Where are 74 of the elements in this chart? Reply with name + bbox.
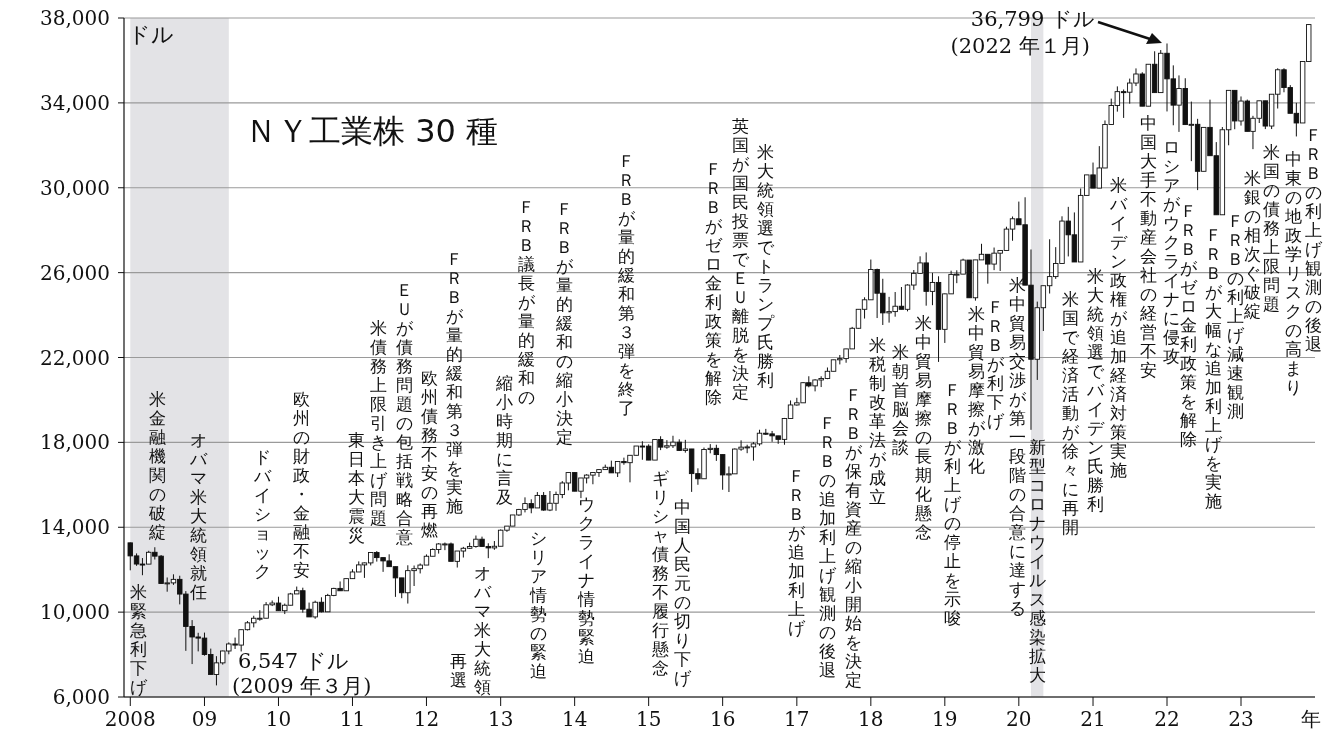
- text: 米国の債務上限問題: [1262, 141, 1280, 314]
- text: ＥＵが債務問題の包括戦略合意: [395, 279, 413, 547]
- text: ＮＹ工業株 30 種: [245, 112, 499, 150]
- text: 米中貿易摩擦の長期化懸念: [914, 312, 932, 542]
- annotation: 6,547 ドル: [238, 649, 349, 673]
- annotation: 米金融機関の破綻: [147, 388, 166, 542]
- text: ＦＲＢが量的緩和の縮小決定: [555, 198, 573, 447]
- text: ウクライナ情勢緊迫: [577, 493, 595, 666]
- text: 米債務上限引き上げ問題: [369, 317, 387, 528]
- text: 米バイデン政権が追加経済対策実施: [1109, 174, 1127, 480]
- text: ＦＲＢが大幅な追加利上げを実施: [1204, 224, 1222, 511]
- text: 欧州債務不安の再燃: [420, 367, 438, 540]
- text: ＦＲＢが追加利上げ: [787, 465, 805, 638]
- annotation: 東日本大震災: [347, 429, 365, 545]
- y-tick-label: 22,000: [40, 345, 110, 370]
- x-tick-label: 11: [339, 707, 366, 731]
- text: ＦＲＢが利上げの停止を示唆: [943, 379, 961, 628]
- text: ＦＲＢが量的緩和第３弾を実施: [445, 248, 463, 516]
- x-tick-label: 13: [487, 707, 514, 731]
- x-tick-label: 15: [635, 707, 662, 731]
- x-tick-label: 22: [1154, 707, 1180, 731]
- annotation: 米緊急利下げ: [128, 581, 148, 697]
- text: ロシアがウクライナに侵攻: [1162, 136, 1180, 366]
- text: ＦＲＢがゼロ金利政策を解除: [704, 158, 722, 407]
- text: ＦＲＢがゼロ金利政策を解除: [1179, 200, 1197, 449]
- text: 米税制改革法が成立: [868, 334, 886, 507]
- annotation: シリア情勢の緊迫: [528, 527, 547, 681]
- y-tick-label: 10,000: [40, 600, 110, 625]
- text: 米大統領選でトランプ氏勝利: [756, 141, 774, 390]
- x-axis-title: 年: [1301, 707, 1321, 731]
- text: 米大統領選でバイデン氏勝利: [1086, 265, 1104, 514]
- text: ＦＲＢが保有資産の縮小開始を決定: [844, 384, 862, 690]
- y-tick-label: 26,000: [40, 260, 110, 285]
- y-tick-label: 18,000: [40, 430, 110, 455]
- text: 米中貿易摩擦が激化: [967, 303, 985, 476]
- y-tick-label: 38,000: [40, 6, 110, 30]
- text: 英国が国民投票でＥＵ離脱を決定: [731, 115, 749, 402]
- x-tick-label: 14: [561, 707, 588, 731]
- annotation: (2022 年１月): [950, 34, 1090, 58]
- x-tick-label: 12: [413, 707, 440, 731]
- y-tick-label: 14,000: [40, 515, 110, 540]
- text: 米中貿易交渉が第一段階の合意に達する: [1008, 274, 1026, 618]
- annotation: 米朝首脳会談: [891, 341, 909, 457]
- text: ＦＲＢの追加利上げ観測の後退: [818, 412, 836, 680]
- annotation: ドバイショック: [252, 446, 272, 581]
- text: ＦＲＢの利上げ減速観測: [1226, 210, 1244, 421]
- text: オバマ米大統領就任: [189, 429, 207, 602]
- annotation: 36,799 ドル: [970, 7, 1095, 31]
- x-tick-label: 23: [1228, 707, 1254, 731]
- x-tick-label: 10: [265, 707, 292, 731]
- text: 米国で経済活動が徐々に再開: [1061, 288, 1079, 537]
- annotation: (2009 年３月): [232, 674, 372, 698]
- x-tick-label: 09: [191, 707, 218, 731]
- annotation: 米銀の相次ぐ破綻: [1242, 167, 1261, 321]
- x-tick-label: 18: [858, 707, 884, 731]
- x-tick-label: 21: [1080, 707, 1106, 731]
- y-tick-label: 6,000: [52, 685, 110, 709]
- text: 新型コロナウイルス感染拡大: [1028, 436, 1046, 685]
- text: 欧州の財政・金融不安: [292, 388, 310, 580]
- y-tick-label: 30,000: [40, 175, 110, 200]
- text: 中国人民元の切り下げ: [673, 496, 691, 688]
- text: ＦＲＢの利上げ観測の後退: [1304, 124, 1322, 354]
- text: ギリシャ債務不履行懸念: [651, 467, 669, 678]
- x-tick-label: 2008: [104, 707, 156, 731]
- x-tick-label: 16: [709, 707, 736, 731]
- text: ＦＲＢが量的緩和第３弾を終了: [617, 150, 635, 418]
- y-axis-title: ドル: [128, 22, 174, 47]
- x-tick-label: 19: [932, 707, 958, 731]
- text: 中東の地政学リスクの高まり: [1284, 148, 1302, 397]
- annotation: ＦＲＢが利下げ: [986, 296, 1005, 431]
- x-tick-label: 17: [784, 707, 810, 731]
- text: 中国大手不動産会社の経営不安: [1139, 112, 1157, 380]
- y-tick-label: 34,000: [40, 90, 110, 115]
- x-tick-label: 20: [1006, 707, 1032, 731]
